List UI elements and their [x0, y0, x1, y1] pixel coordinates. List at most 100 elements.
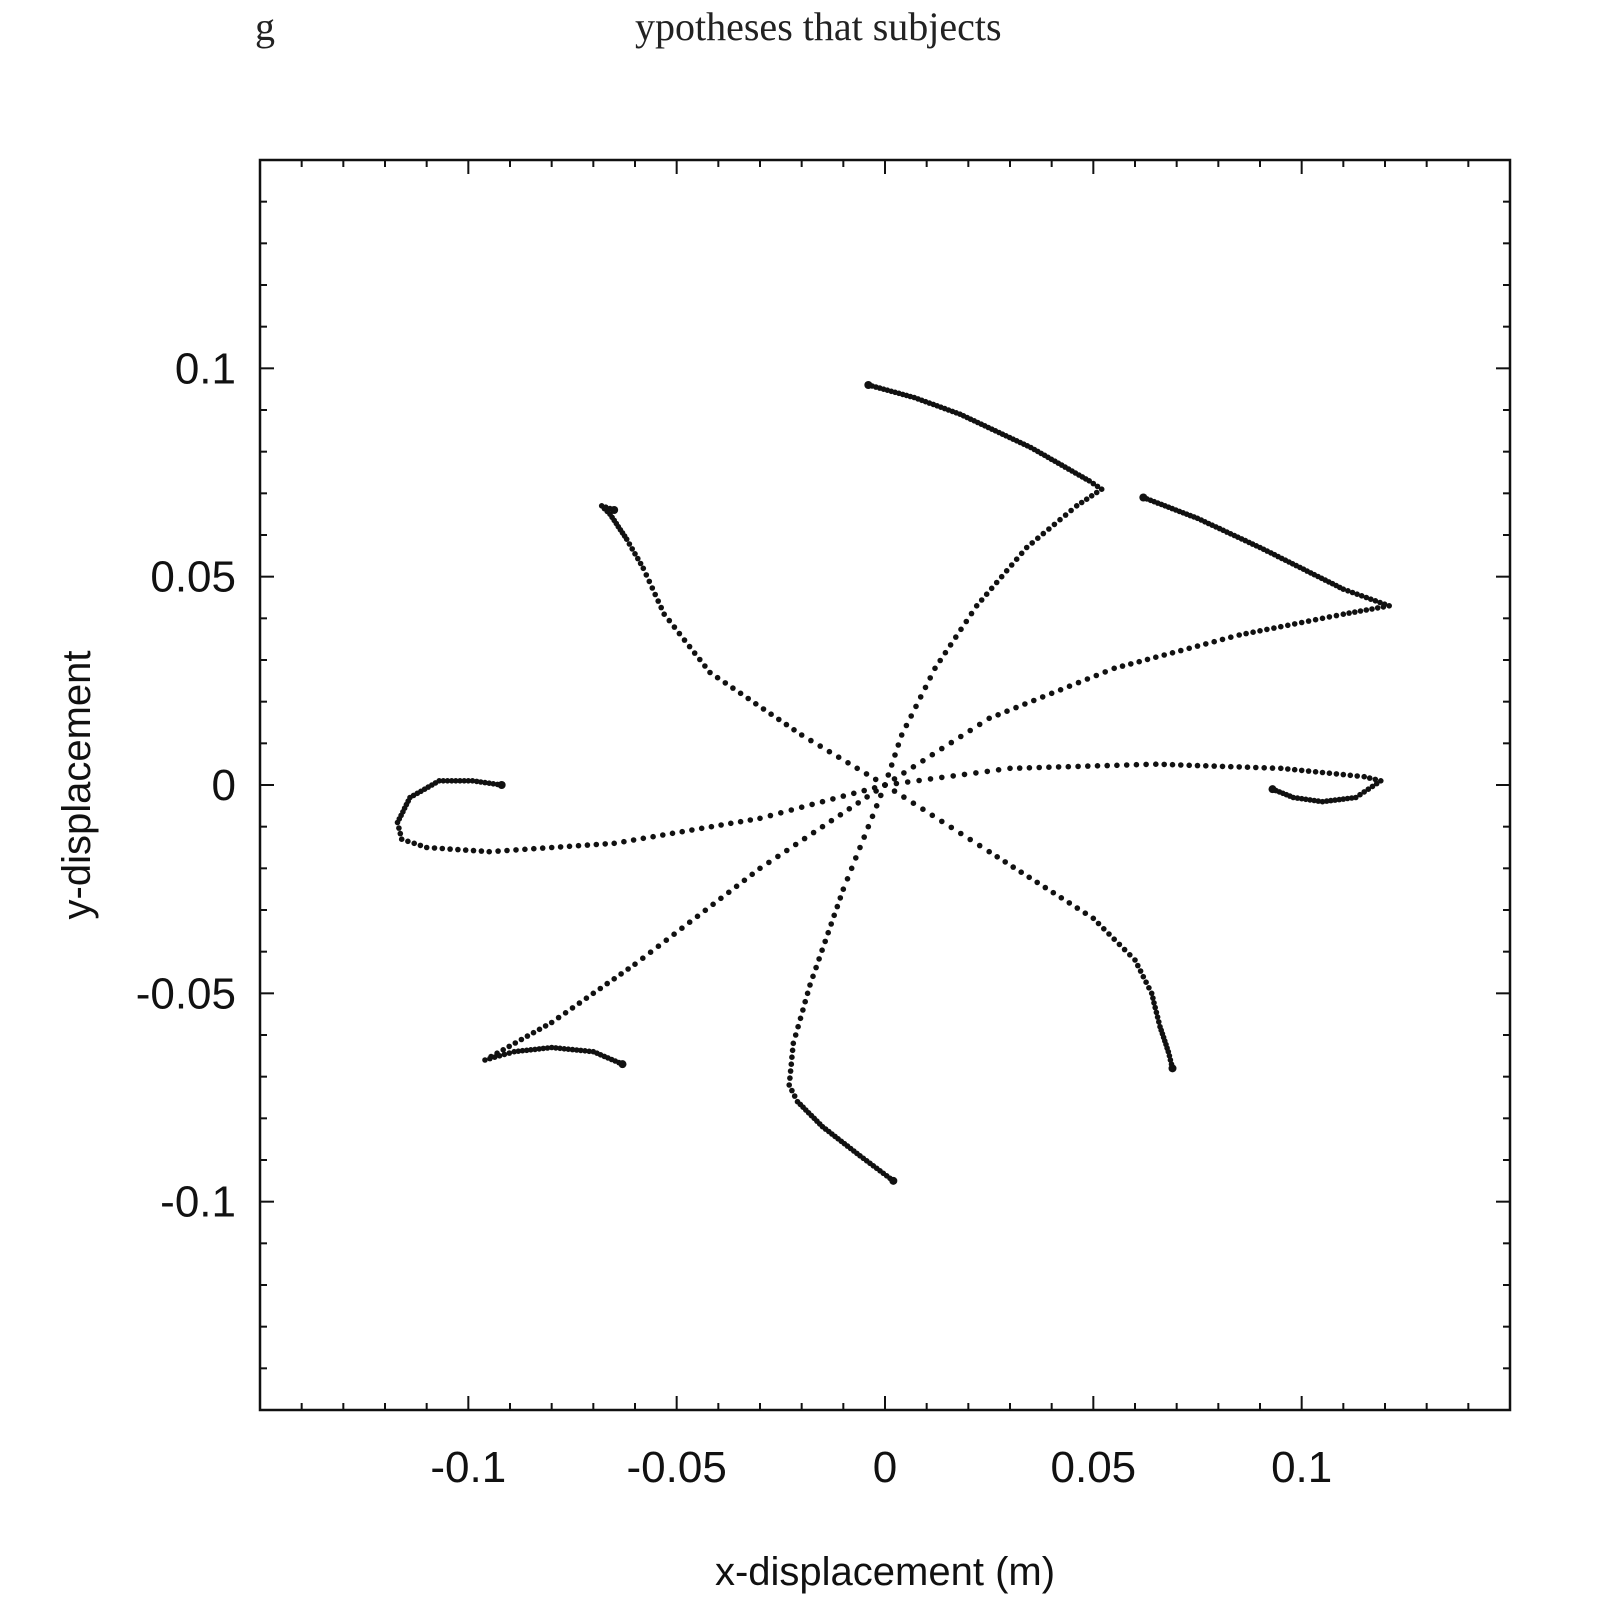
trajectory-point	[1336, 796, 1342, 803]
trajectory-point	[1358, 593, 1365, 599]
trajectory-point	[575, 842, 582, 849]
trajectory-point	[891, 776, 898, 782]
trajectory-point	[396, 825, 402, 831]
trajectory-point	[872, 776, 879, 783]
trajectory-point	[1132, 957, 1138, 963]
trajectory-point	[857, 844, 863, 851]
trajectory-point	[790, 1040, 797, 1047]
trajectory-point	[1319, 769, 1326, 776]
trajectory-point	[903, 722, 910, 729]
trajectory-point	[864, 794, 870, 800]
trajectory-point	[1243, 630, 1249, 637]
trajectory-end-point	[1268, 785, 1277, 794]
trajectory-point	[1136, 658, 1142, 665]
trajectory-point	[1074, 905, 1081, 911]
trajectory-point	[1090, 480, 1097, 487]
trajectory-point	[893, 780, 900, 787]
trajectory-point	[784, 847, 790, 854]
trajectory-point	[707, 669, 713, 676]
trajectory-point	[1095, 920, 1102, 927]
trajectory-point	[797, 1015, 804, 1022]
trajectory-point	[983, 591, 990, 597]
trajectory-point	[518, 1036, 525, 1043]
trajectory-point	[1291, 766, 1298, 773]
trajectory-point	[629, 546, 635, 552]
trajectory-point	[1368, 596, 1374, 602]
trajectory-end-point	[1168, 1064, 1177, 1073]
trajectory-point	[1298, 767, 1305, 774]
trajectory-point	[708, 823, 715, 830]
trajectory-point	[1066, 900, 1073, 906]
trajectory-point	[1090, 915, 1097, 922]
trajectory-point	[643, 572, 650, 578]
trajectory-point	[536, 1026, 543, 1033]
trajectory-point	[1261, 765, 1267, 771]
trajectory-point	[898, 732, 905, 738]
trajectory-point	[1244, 764, 1251, 770]
trajectory-point	[626, 541, 633, 547]
trajectory-point	[718, 822, 724, 828]
trajectory-point	[1345, 588, 1351, 594]
trajectory-point	[932, 665, 938, 672]
trajectory-point	[671, 931, 677, 937]
trajectory-point	[801, 835, 808, 842]
trajectory-point	[807, 982, 813, 988]
trajectory-point	[500, 1047, 507, 1053]
trajectory-point	[986, 848, 992, 855]
trajectory-point	[1194, 762, 1201, 769]
trajectory-point	[440, 778, 447, 784]
trajectory-end-point	[497, 781, 506, 789]
trajectory-point	[523, 1047, 530, 1054]
trajectory-point	[995, 712, 1001, 718]
trajectory-point	[557, 1045, 563, 1052]
trajectory-point	[423, 844, 430, 851]
trajectory-point	[1361, 773, 1367, 780]
trajectory-point	[816, 956, 822, 962]
trajectory-point	[817, 743, 823, 749]
trajectory-point	[691, 650, 698, 656]
trajectory-point	[1349, 589, 1356, 596]
trajectory-point	[792, 841, 799, 848]
trajectory-point	[787, 1068, 794, 1074]
trajectory-point	[646, 578, 653, 585]
trajectory-point	[462, 847, 469, 853]
trajectory-point	[548, 1019, 555, 1026]
trajectory-point	[789, 1087, 795, 1094]
trajectory-point	[1354, 773, 1360, 779]
trajectory-point	[1352, 609, 1358, 615]
trajectory-point	[1219, 636, 1226, 643]
trajectory-point	[647, 949, 654, 955]
trajectory-point	[786, 1082, 792, 1088]
trajectory-point	[1250, 629, 1256, 635]
trajectory-point	[745, 695, 751, 702]
trajectory-point	[621, 838, 627, 845]
trajectory-point	[976, 721, 983, 728]
trajectory-point	[714, 674, 721, 681]
trajectory-point	[1285, 766, 1291, 772]
trajectory-point	[939, 745, 945, 752]
trajectory-point	[757, 865, 763, 872]
trajectory-point	[901, 770, 907, 776]
trajectory-point	[913, 703, 919, 710]
trajectory-point	[1151, 1000, 1157, 1006]
trajectory-point	[1034, 879, 1040, 886]
trajectory-point	[582, 1048, 588, 1054]
trajectory-point	[1082, 910, 1089, 916]
trajectory-point	[1169, 761, 1176, 768]
x-tick-label: 0.05	[1051, 1443, 1137, 1492]
trajectory-point	[1312, 616, 1319, 623]
trajectory-point	[1040, 530, 1047, 537]
trajectory-point	[973, 603, 980, 609]
trajectory-point	[757, 815, 763, 822]
trajectory-point	[1340, 771, 1347, 778]
trajectory-point	[697, 656, 703, 663]
trajectory-point	[531, 845, 537, 852]
trajectory-point	[663, 937, 670, 943]
trajectory-end-point	[889, 1176, 898, 1185]
trajectory-point	[927, 776, 934, 782]
trajectory-point	[565, 1046, 572, 1052]
trajectory-point	[686, 643, 693, 650]
trajectory-point	[1374, 605, 1381, 611]
trajectory-point	[1211, 638, 1217, 645]
trajectory-point	[1285, 622, 1291, 629]
